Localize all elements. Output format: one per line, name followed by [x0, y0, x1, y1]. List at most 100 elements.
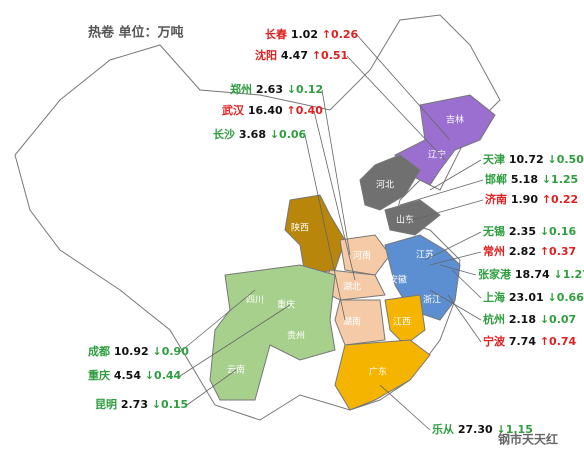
city-change: ↓0.07 [540, 313, 576, 326]
city-label: 杭州 2.18 ↓0.07 [483, 312, 576, 326]
city-change: ↑0.22 [542, 193, 578, 206]
city-change: ↓1.27 [553, 268, 584, 281]
city-label: 济南 1.90 ↑0.22 [485, 192, 578, 206]
city-name: 无锡 [482, 224, 505, 238]
city-label: 长沙 3.68 ↓0.06 [213, 127, 307, 141]
leader-line [186, 369, 237, 406]
city-value: 7.74 [509, 335, 536, 348]
leader-line [179, 304, 291, 377]
city-change: ↑0.37 [540, 245, 576, 258]
city-name: 沈阳 [255, 48, 277, 62]
leader-line [179, 289, 256, 353]
city-change: ↓0.15 [152, 398, 188, 411]
leader-line [399, 179, 484, 206]
city-change: ↑0.26 [322, 28, 359, 41]
city-value: 2.82 [509, 245, 536, 258]
city-label: 常州 2.82 ↑0.37 [483, 244, 576, 258]
region-hunan [334, 299, 386, 346]
city-change: ↓0.90 [152, 345, 189, 358]
leader-line [313, 110, 356, 281]
city-value: 10.72 [509, 153, 544, 166]
leader-line [424, 231, 482, 261]
city-name: 武汉 [222, 103, 245, 117]
region-henan [339, 234, 391, 276]
city-value: 2.35 [509, 225, 536, 238]
city-value: 10.92 [114, 345, 149, 358]
city-name: 济南 [485, 192, 507, 206]
province-label: 四川 [246, 296, 264, 306]
province-label: 江苏 [416, 249, 434, 261]
province-label: 吉林 [446, 114, 464, 126]
city-name: 邯郸 [485, 172, 507, 186]
city-value: 18.74 [515, 268, 550, 281]
city-label: 邯郸 5.18 ↓1.25 [485, 172, 578, 186]
province-label: 湖北 [343, 282, 361, 293]
city-label: 重庆 4.54 ↓0.44 [88, 368, 182, 382]
region-hebei [359, 154, 421, 211]
city-value: 16.40 [248, 104, 283, 117]
province-label: 湖南 [343, 316, 361, 328]
city-label: 昆明 2.73 ↓0.15 [95, 398, 188, 411]
city-name: 长沙 [213, 127, 235, 141]
city-value: 5.18 [511, 173, 538, 186]
city-label: 乐从 27.30 ↓1.15 [432, 422, 533, 436]
leader-line [447, 294, 482, 343]
province-label: 山东 [396, 214, 414, 226]
city-value: 27.30 [458, 423, 493, 436]
province-label: 辽宁 [428, 149, 446, 161]
city-name: 张家港 [478, 267, 512, 281]
city-name: 杭州 [483, 312, 505, 326]
city-value: 2.18 [509, 313, 536, 326]
city-name: 上海 [483, 290, 505, 304]
city-label: 上海 23.01 ↓0.66 [483, 290, 584, 304]
region-northeast [394, 94, 496, 186]
province-label: 河北 [376, 179, 394, 191]
province-label: 浙江 [423, 294, 441, 306]
city-change: ↓0.66 [547, 291, 584, 304]
city-value: 1.90 [511, 193, 538, 206]
city-label: 宁波 7.74 ↑0.74 [483, 334, 577, 348]
region-shaanxi [284, 194, 346, 276]
city-name: 重庆 [88, 368, 110, 382]
city-value: 4.47 [281, 49, 308, 62]
city-label: 郑州 2.63 ↓0.12 [230, 82, 323, 96]
city-change: ↓0.44 [145, 369, 182, 382]
province-label: 河南 [353, 250, 371, 262]
province-label: 贵州 [287, 330, 305, 342]
province-label: 陕西 [291, 222, 309, 234]
leader-line [439, 264, 477, 276]
city-value: 4.54 [114, 369, 141, 382]
watermark: 钢市天天红 [498, 432, 558, 447]
province-label: 重庆 [277, 299, 295, 311]
leader-line [429, 251, 482, 266]
city-change: ↓1.25 [542, 173, 578, 186]
city-name: 宁波 [483, 334, 506, 348]
region-shandong [384, 199, 441, 236]
city-label: 武汉 16.40 ↑0.40 [222, 103, 323, 117]
city-label: 无锡 2.35 ↓0.16 [482, 224, 577, 238]
province-label: 广东 [369, 366, 387, 378]
leader-line [429, 159, 482, 191]
region-guangdong [334, 339, 431, 411]
city-name: 郑州 [230, 82, 252, 96]
city-name: 昆明 [95, 398, 117, 411]
city-value: 2.63 [256, 83, 283, 96]
city-change: ↓0.12 [287, 83, 323, 96]
city-label: 张家港 18.74 ↓1.27 [478, 267, 584, 281]
city-value: 1.02 [291, 28, 318, 41]
city-name: 乐从 [432, 422, 454, 436]
city-label: 沈阳 4.47 ↑0.51 [255, 48, 348, 62]
region-jiangxi [384, 294, 426, 346]
city-name: 天津 [483, 152, 505, 166]
city-value: 2.73 [121, 398, 148, 411]
city-change: ↓0.06 [270, 128, 307, 141]
city-change: ↓0.50 [547, 153, 584, 166]
leader-line [404, 199, 484, 223]
province-label: 安徽 [389, 274, 407, 286]
city-change: ↓1.15 [496, 423, 532, 436]
city-name: 常州 [483, 244, 505, 258]
leader-line [379, 384, 431, 431]
city-value: 3.68 [239, 128, 266, 141]
